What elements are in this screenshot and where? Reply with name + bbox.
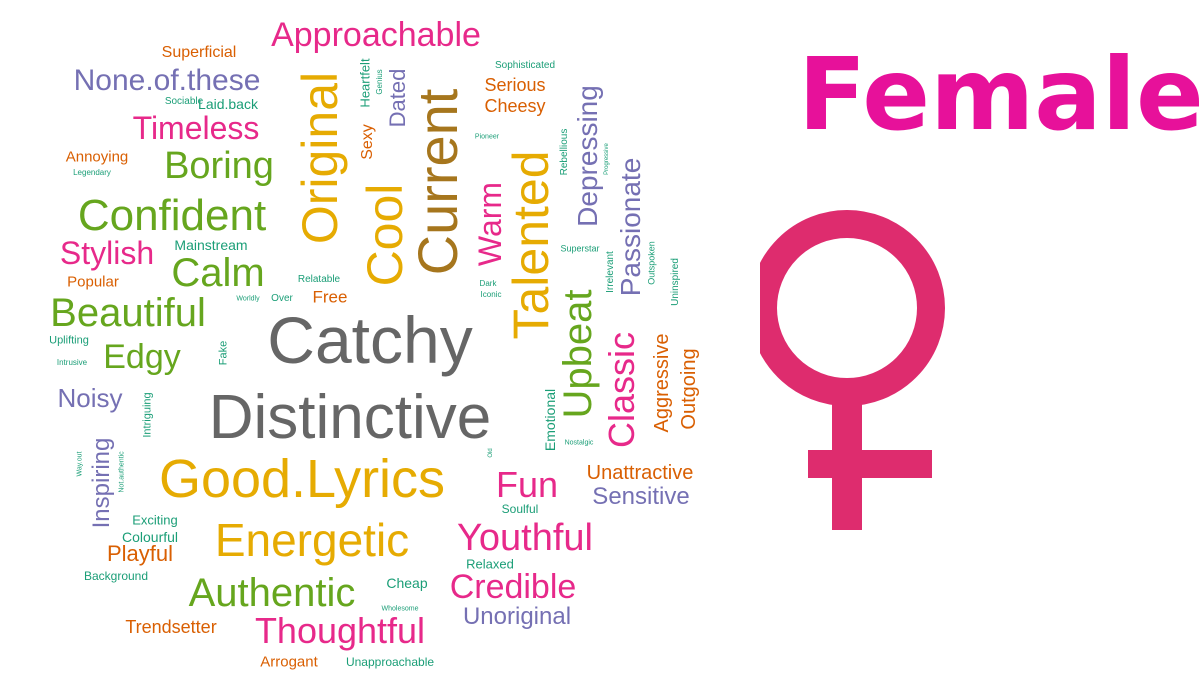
word-arrogant: Arrogant <box>260 653 318 671</box>
word-unoriginal: Unoriginal <box>462 603 572 630</box>
word-confident: Confident <box>77 191 267 240</box>
word-talented: Talented <box>503 150 559 340</box>
word-relatable: Relatable <box>297 274 341 285</box>
word-soulful: Soulful <box>501 502 539 516</box>
word-mainstream: Mainstream <box>174 237 248 253</box>
word-catchy: Catchy <box>267 303 473 377</box>
word-old: Old <box>488 448 494 458</box>
word-not-authentic: Not.authentic <box>118 451 126 493</box>
word-way-out: Way.out <box>76 451 84 477</box>
word-intriguing: Intriguing <box>141 392 154 438</box>
word-genius: Genius <box>375 69 384 95</box>
word-good-lyrics: Good.Lyrics <box>158 449 446 509</box>
word-background: Background <box>83 569 149 583</box>
word-timeless: Timeless <box>132 110 260 146</box>
word-worldly: Worldly <box>236 295 260 303</box>
word-dark: Dark <box>479 279 497 288</box>
word-fun: Fun <box>495 464 559 505</box>
word-approachable: Approachable <box>271 16 481 54</box>
word-cloud: Catchy Distinctive Good.Lyrics Current Talen… <box>49 16 700 671</box>
word-aggressive: Aggressive <box>651 333 673 433</box>
word-superstar: Superstar <box>560 243 600 254</box>
word-youthful: Youthful <box>457 517 593 559</box>
word-edgy: Edgy <box>103 338 181 376</box>
word-relaxed: Relaxed <box>466 556 514 572</box>
symbol-ring <box>760 210 945 406</box>
word-credible: Credible <box>449 568 577 606</box>
word-legendary: Legendary <box>73 168 111 177</box>
word-energetic: Energetic <box>214 514 410 566</box>
word-free: Free <box>312 287 348 307</box>
word-outspoken: Outspoken <box>646 241 657 285</box>
word-boring: Boring <box>164 145 274 187</box>
word-exciting: Exciting <box>132 512 178 528</box>
word-rebellious: Rebellious <box>559 128 570 176</box>
word-upbeat: Upbeat <box>556 289 600 419</box>
word-colourful: Colourful <box>121 529 179 545</box>
word-cheesy: Cheesy <box>484 96 546 116</box>
word-over: Over <box>271 293 293 304</box>
word-cool: Cool <box>357 183 413 287</box>
word-unapproachable: Unapproachable <box>345 655 435 669</box>
word-intrusive: Intrusive <box>56 358 88 367</box>
word-cheap: Cheap <box>386 575 428 591</box>
word-classic: Classic <box>601 331 642 449</box>
word-beautiful: Beautiful <box>50 291 206 335</box>
word-superficial: Superficial <box>161 44 237 61</box>
word-serious: Serious <box>484 75 546 95</box>
word-sexy: Sexy <box>359 124 376 160</box>
word-calm: Calm <box>171 251 265 295</box>
word-annoying: Annoying <box>65 148 129 166</box>
word-sensitive: Sensitive <box>592 483 690 510</box>
word-playful: Playful <box>106 541 174 566</box>
word-depressing: Depressing <box>572 85 603 227</box>
word-warm: Warm <box>472 181 508 267</box>
word-thoughtful: Thoughtful <box>254 610 426 651</box>
word-authentic: Authentic <box>188 571 356 615</box>
word-sophisticated: Sophisticated <box>494 60 556 71</box>
female-symbol-icon <box>760 210 945 530</box>
title-female: Female <box>798 36 1200 153</box>
word-none-of-these: None.of.these <box>73 64 261 97</box>
word-progressive: Progressive <box>604 143 610 175</box>
word-iconic: Iconic <box>480 290 502 299</box>
word-uplifting: Uplifting <box>49 334 89 347</box>
word-noisy: Noisy <box>57 383 123 413</box>
word-passionate: Passionate <box>615 157 646 297</box>
word-pioneer: Pioneer <box>474 133 500 141</box>
word-sociable: Sociable <box>164 96 204 107</box>
word-heartfelt: Heartfelt <box>357 58 373 108</box>
word-fake: Fake <box>217 340 230 366</box>
word-distinctive: Distinctive <box>208 383 492 452</box>
word-wholesome: Wholesome <box>381 605 419 613</box>
word-dated: Dated <box>385 68 410 128</box>
word-inspiring: Inspiring <box>88 437 115 529</box>
word-outgoing: Outgoing <box>678 348 700 430</box>
word-nostalgic: Nostalgic <box>564 439 594 447</box>
word-original: Original <box>292 71 348 245</box>
word-stylish: Stylish <box>59 235 155 271</box>
word-irrelevant: Irrelevant <box>605 251 616 293</box>
word-emotional: Emotional <box>542 388 558 452</box>
word-unattractive: Unattractive <box>586 462 694 484</box>
symbol-crossbar <box>808 450 932 478</box>
word-laid-back: Laid.back <box>198 96 258 112</box>
word-popular: Popular <box>67 273 119 291</box>
word-uninspired: Uninspired <box>670 258 681 306</box>
word-trendsetter: Trendsetter <box>125 617 217 637</box>
word-current: Current <box>406 88 469 276</box>
